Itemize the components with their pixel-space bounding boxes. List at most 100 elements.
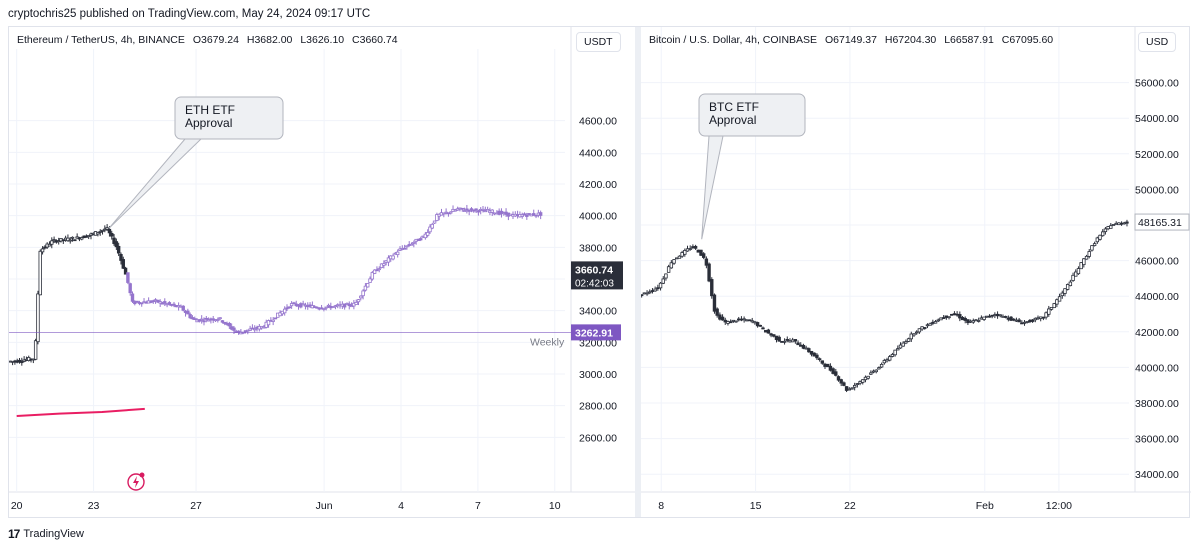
candle-body <box>386 257 391 263</box>
candle-body <box>1084 255 1089 260</box>
btc-open-value: O67149.37 <box>824 34 877 46</box>
candle-body <box>642 292 647 295</box>
btc-etf-callout-text: Approval <box>709 113 756 127</box>
candle-body <box>774 335 779 340</box>
candle-body <box>315 306 319 309</box>
candle-body <box>939 317 943 321</box>
candle-body <box>906 338 911 342</box>
btc-chart-canvas[interactable]: 34000.00 36000.00 38000.00 40000.00 42000.00… <box>641 27 1191 517</box>
eth-etf-callout-text: ETH ETF <box>185 103 235 117</box>
candle-body <box>368 278 372 283</box>
candle-body <box>898 344 903 349</box>
candle-body <box>990 314 994 317</box>
candle-body <box>753 321 757 324</box>
candle-body <box>481 208 485 211</box>
candle-body <box>923 327 927 329</box>
candle-body <box>885 359 889 362</box>
candle-body <box>1065 284 1070 290</box>
candle-body <box>223 321 227 324</box>
candle-body <box>656 287 660 290</box>
candle-body <box>1039 316 1043 319</box>
candle-body <box>428 226 432 233</box>
candle-body <box>98 230 102 233</box>
candle-body <box>366 283 370 288</box>
candle-body <box>928 323 932 326</box>
candle-body <box>467 209 471 212</box>
btc-currency-button[interactable]: USD <box>1138 32 1177 52</box>
candle-body <box>809 350 814 355</box>
candle-body <box>723 319 727 323</box>
candle-body <box>896 348 900 351</box>
candle-body <box>1014 319 1019 322</box>
eth-low-value: L3626.10 <box>300 34 345 46</box>
eth-chart-canvas[interactable]: 2600.002800.003000.003200.003400.003600.… <box>9 27 635 517</box>
candle-body <box>402 247 407 250</box>
candle-body <box>1106 226 1110 230</box>
candle-body <box>133 301 137 305</box>
candle-body <box>356 299 361 303</box>
candle-body <box>326 304 331 307</box>
candle-body <box>135 300 139 303</box>
candle-body <box>699 249 703 256</box>
candle-body <box>731 319 736 322</box>
candle-body <box>432 220 437 224</box>
candle-body <box>796 342 800 346</box>
btc-low-value: L66587.91 <box>944 34 994 46</box>
candle-body <box>998 314 1002 317</box>
candle-body <box>273 317 278 320</box>
candle-body <box>750 320 754 323</box>
candle-body <box>917 328 922 333</box>
candle-body <box>119 254 123 261</box>
candle-body <box>534 214 538 217</box>
candle-body <box>391 255 395 260</box>
candle-body <box>890 354 895 357</box>
panel-divider[interactable] <box>635 27 641 517</box>
candle-body <box>920 326 924 330</box>
candle-body <box>666 266 671 273</box>
eth-legend: Ethereum / TetherUS, 4h, BINANCE O3679.2… <box>17 34 403 46</box>
candle-body <box>1068 281 1073 287</box>
tradingview-footer[interactable]: 17 TradingView <box>8 527 84 541</box>
candle-body <box>218 317 222 320</box>
candle-body <box>790 339 795 343</box>
candle-body <box>685 248 690 252</box>
candle-body <box>382 263 386 266</box>
candle-body <box>359 295 363 299</box>
candle-body <box>1060 292 1064 297</box>
candle-body <box>976 320 981 322</box>
btc-chart-panel[interactable]: 34000.00 36000.00 38000.00 40000.00 42000.00… <box>641 27 1191 517</box>
candle-body <box>1074 271 1078 277</box>
candle-body <box>1057 296 1062 302</box>
eth-currency-button[interactable]: USDT <box>576 32 621 52</box>
candle-body <box>971 320 975 323</box>
candle-body <box>1052 303 1056 309</box>
candle-body <box>20 361 24 364</box>
candle-body <box>370 272 375 280</box>
candle-body <box>266 320 271 326</box>
candle-body <box>701 253 706 258</box>
candle-body <box>202 320 206 323</box>
candle-body <box>68 239 72 242</box>
x-tick-label: 8 <box>658 500 664 512</box>
candle-body <box>793 339 798 342</box>
candle-body <box>278 312 282 317</box>
candle-body <box>869 372 873 375</box>
candle-body <box>204 317 208 320</box>
y-tick-label: 50000.00 <box>1135 184 1179 196</box>
candle-body <box>227 322 232 327</box>
candle-body <box>675 257 679 260</box>
candle-body <box>206 319 211 322</box>
eth-chart-panel[interactable]: 2600.002800.003000.003200.003400.003600.… <box>9 27 635 517</box>
candle-body <box>1095 237 1100 243</box>
candle-body <box>677 255 682 259</box>
candle-body <box>799 344 803 347</box>
candle-body <box>909 333 913 340</box>
eth-symbol-label: Ethereum / TetherUS, 4h, BINANCE <box>17 34 185 46</box>
candle-body <box>763 330 768 333</box>
candle-body <box>823 363 827 367</box>
candle-body <box>379 263 384 268</box>
y-tick-label: 4600.00 <box>579 116 617 128</box>
candle-body <box>520 214 524 217</box>
candle-body <box>1098 234 1102 240</box>
candle-body <box>128 283 132 294</box>
